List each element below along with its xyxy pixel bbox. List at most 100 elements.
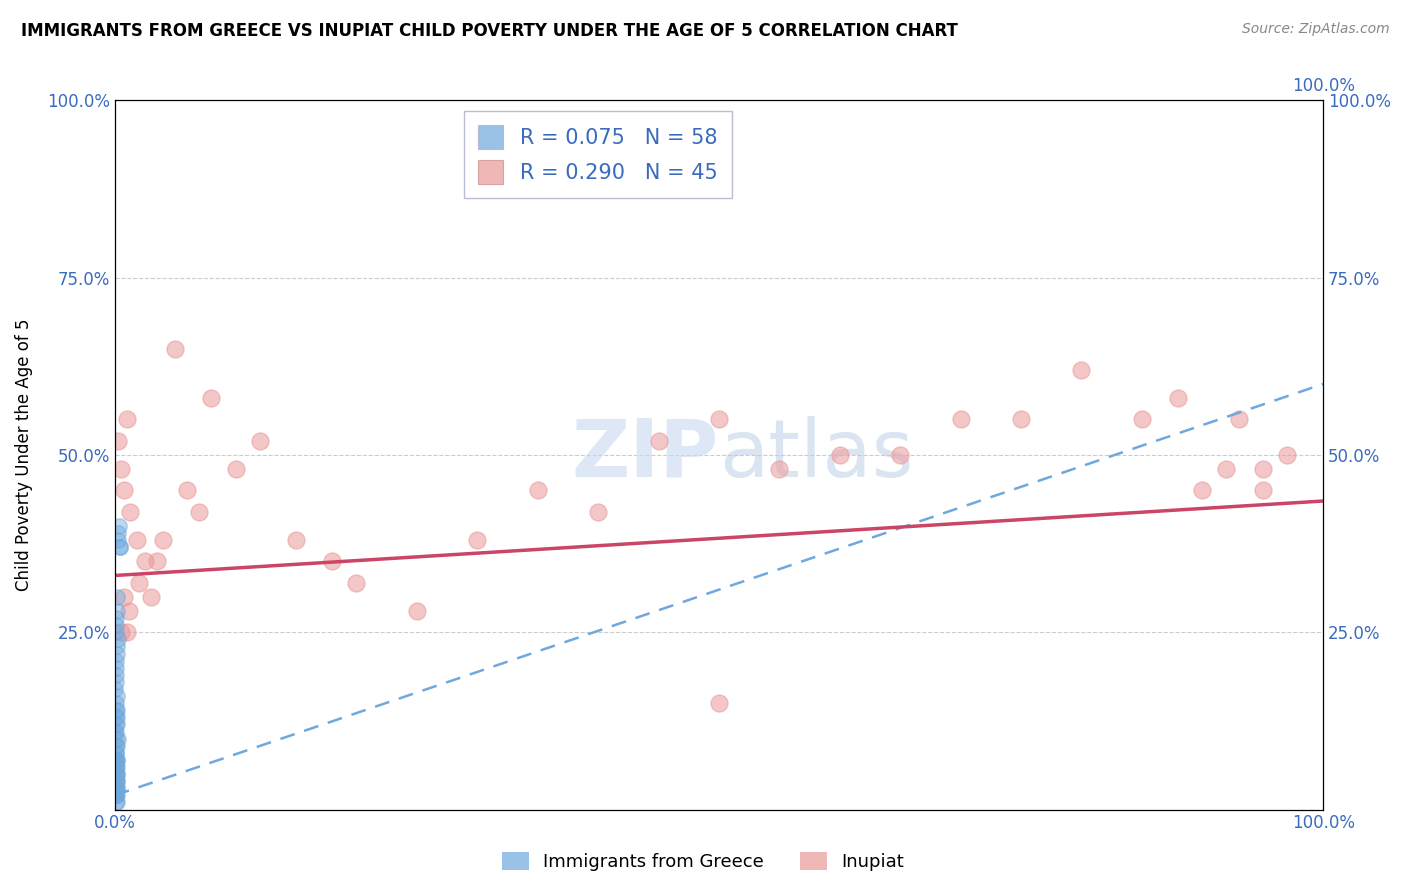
Point bbox=[108, 540, 131, 554]
Point bbox=[104, 724, 127, 739]
Point bbox=[104, 753, 127, 767]
Point bbox=[118, 604, 141, 618]
Point bbox=[108, 519, 131, 533]
Point bbox=[1130, 412, 1153, 426]
Point bbox=[1010, 412, 1032, 426]
Point bbox=[105, 654, 128, 668]
Point bbox=[139, 590, 162, 604]
Point bbox=[105, 604, 128, 618]
Point bbox=[104, 753, 127, 767]
Point bbox=[346, 575, 368, 590]
Point bbox=[105, 789, 128, 803]
Point bbox=[249, 434, 271, 448]
Point bbox=[105, 753, 128, 767]
Point bbox=[1227, 412, 1250, 426]
Point bbox=[949, 412, 972, 426]
Point bbox=[125, 533, 148, 547]
Point bbox=[526, 483, 548, 498]
Point bbox=[105, 774, 128, 789]
Point bbox=[120, 505, 142, 519]
Point bbox=[405, 604, 427, 618]
Point bbox=[105, 618, 128, 632]
Point bbox=[105, 796, 128, 810]
Point bbox=[105, 717, 128, 731]
Point bbox=[146, 554, 169, 568]
Legend: R = 0.075   N = 58, R = 0.290   N = 45: R = 0.075 N = 58, R = 0.290 N = 45 bbox=[464, 111, 733, 198]
Point bbox=[1251, 483, 1274, 498]
Point bbox=[105, 703, 128, 717]
Point bbox=[105, 661, 128, 675]
Point bbox=[105, 760, 128, 774]
Point bbox=[134, 554, 156, 568]
Point bbox=[105, 590, 128, 604]
Point bbox=[1215, 462, 1237, 476]
Point bbox=[107, 434, 129, 448]
Point bbox=[889, 448, 911, 462]
Point bbox=[105, 781, 128, 796]
Point bbox=[105, 703, 128, 717]
Point bbox=[176, 483, 198, 498]
Point bbox=[104, 674, 127, 689]
Point bbox=[1167, 391, 1189, 405]
Point bbox=[115, 625, 138, 640]
Point bbox=[465, 533, 488, 547]
Point bbox=[105, 789, 128, 803]
Point bbox=[105, 710, 128, 724]
Point bbox=[105, 774, 128, 789]
Point bbox=[104, 746, 127, 760]
Point bbox=[105, 767, 128, 781]
Legend: Immigrants from Greece, Inupiat: Immigrants from Greece, Inupiat bbox=[495, 845, 911, 879]
Point bbox=[225, 462, 247, 476]
Point bbox=[105, 647, 128, 661]
Point bbox=[104, 681, 127, 696]
Point bbox=[105, 781, 128, 796]
Point bbox=[1070, 363, 1092, 377]
Text: ZIP: ZIP bbox=[572, 416, 718, 494]
Point bbox=[1251, 462, 1274, 476]
Text: Source: ZipAtlas.com: Source: ZipAtlas.com bbox=[1241, 22, 1389, 37]
Point bbox=[152, 533, 174, 547]
Point bbox=[104, 611, 127, 625]
Point bbox=[104, 760, 127, 774]
Point bbox=[108, 540, 131, 554]
Point bbox=[105, 767, 128, 781]
Point bbox=[107, 731, 129, 746]
Point bbox=[104, 789, 127, 803]
Point bbox=[110, 625, 132, 640]
Point bbox=[104, 767, 127, 781]
Point bbox=[104, 710, 127, 724]
Point bbox=[107, 533, 129, 547]
Point bbox=[115, 412, 138, 426]
Point bbox=[768, 462, 790, 476]
Point bbox=[105, 731, 128, 746]
Point bbox=[165, 342, 187, 356]
Point bbox=[321, 554, 343, 568]
Point bbox=[104, 739, 127, 753]
Point bbox=[200, 391, 222, 405]
Point bbox=[104, 717, 127, 731]
Point bbox=[104, 667, 127, 681]
Point bbox=[110, 462, 132, 476]
Point bbox=[105, 781, 128, 796]
Point bbox=[105, 796, 128, 810]
Point bbox=[112, 483, 135, 498]
Point bbox=[107, 632, 129, 647]
Point bbox=[112, 590, 135, 604]
Point bbox=[104, 781, 127, 796]
Point bbox=[107, 739, 129, 753]
Point bbox=[105, 724, 128, 739]
Point bbox=[707, 412, 730, 426]
Point bbox=[647, 434, 669, 448]
Text: IMMIGRANTS FROM GREECE VS INUPIAT CHILD POVERTY UNDER THE AGE OF 5 CORRELATION C: IMMIGRANTS FROM GREECE VS INUPIAT CHILD … bbox=[21, 22, 957, 40]
Point bbox=[105, 767, 128, 781]
Point bbox=[285, 533, 308, 547]
Point bbox=[104, 625, 127, 640]
Y-axis label: Child Poverty Under the Age of 5: Child Poverty Under the Age of 5 bbox=[15, 318, 32, 591]
Point bbox=[104, 789, 127, 803]
Point bbox=[586, 505, 609, 519]
Point bbox=[128, 575, 150, 590]
Point bbox=[104, 746, 127, 760]
Point bbox=[105, 689, 128, 703]
Point bbox=[188, 505, 211, 519]
Point bbox=[107, 525, 129, 540]
